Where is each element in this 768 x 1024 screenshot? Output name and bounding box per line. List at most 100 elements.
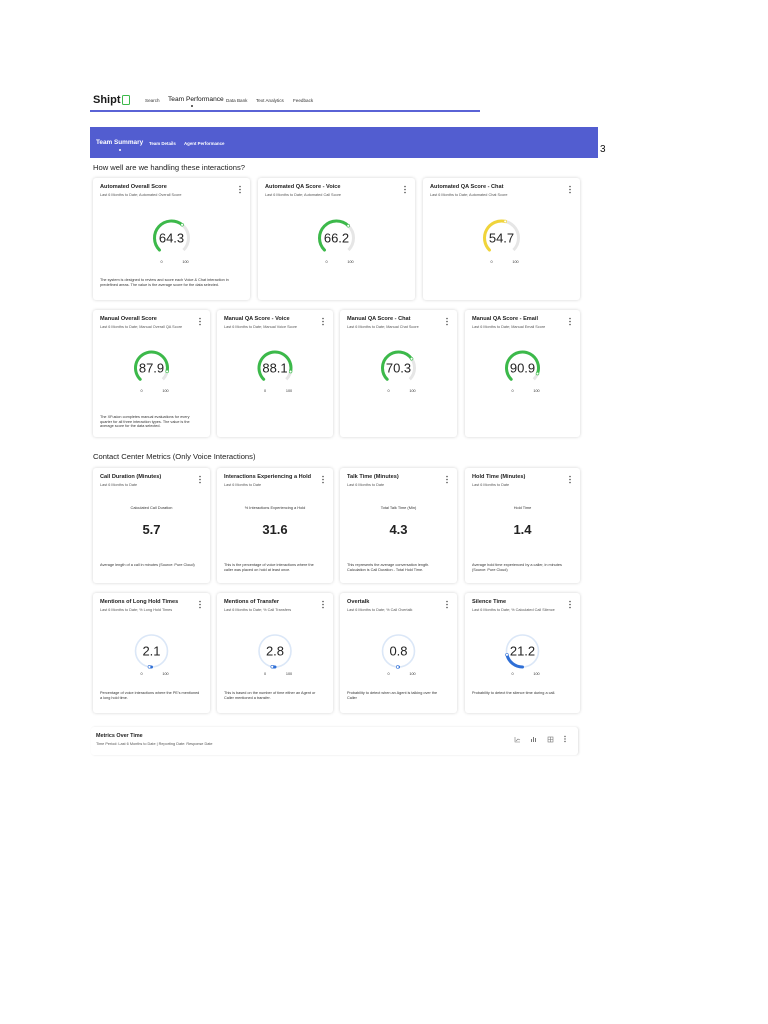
tab[interactable]: Agent Performance — [184, 141, 225, 146]
card-menu[interactable] — [568, 600, 572, 609]
card-subtitle: Last 6 Months to Date; Manual Email Scor… — [472, 325, 546, 329]
card-subtitle: Last 6 Months to Date — [347, 483, 385, 487]
card-menu[interactable] — [445, 600, 449, 609]
gauge-arc — [134, 350, 169, 381]
metric-card: Mentions of Transfer Last 6 Months to Dat… — [217, 593, 333, 713]
gauge-min: 0 — [160, 260, 162, 264]
metric-card: Manual QA Score - Voice Last 6 Months to … — [217, 310, 333, 437]
metric-card: Manual QA Score - Chat Last 6 Months to D… — [340, 310, 457, 437]
menu-dot — [199, 600, 201, 603]
gauge: 66.2 0 100 — [318, 219, 355, 264]
card-menu[interactable] — [198, 317, 202, 326]
menu-dot — [569, 185, 571, 188]
card-description: Percentage of voice interactions where t… — [100, 691, 200, 700]
gauge: 21.2 0 100 — [505, 634, 540, 676]
gauge: 0.8 0 100 — [381, 634, 416, 676]
menu-dot — [239, 191, 241, 194]
menu-dot — [199, 481, 201, 484]
card-title: Manual QA Score - Voice — [224, 316, 290, 322]
card-menu[interactable] — [198, 475, 202, 484]
card-menu[interactable] — [321, 600, 325, 609]
gauge-value: 21.2 — [510, 644, 535, 659]
table-view-icon[interactable] — [547, 736, 554, 743]
tab-active-dot — [119, 149, 121, 151]
card-title: Hold Time (Minutes) — [472, 474, 526, 480]
menu-dot — [446, 478, 448, 481]
gauge: 70.3 0 100 — [381, 350, 416, 393]
nav-link[interactable]: Text Analytics — [256, 98, 284, 103]
gauge: 90.9 0 100 — [505, 350, 540, 393]
nav-link[interactable]: Feedback — [293, 98, 314, 103]
card-menu[interactable] — [568, 185, 572, 194]
tab[interactable]: Team Summary — [96, 139, 144, 146]
menu-dot — [446, 323, 448, 326]
menu-dot — [239, 188, 241, 191]
metrics-subtitle: Time Period: Last 6 Months to Date | Rep… — [96, 742, 213, 746]
gauge-min: 0 — [140, 389, 142, 393]
gauge-max: 100 — [162, 389, 168, 393]
menu-dot — [446, 481, 448, 484]
more-icon[interactable] — [564, 735, 566, 743]
gauge-value: 2.1 — [142, 644, 160, 659]
nav-link[interactable]: Search — [145, 98, 160, 103]
gauge-value: 66.2 — [324, 231, 349, 246]
menu-dot — [199, 320, 201, 323]
menu-dot — [322, 481, 324, 484]
card-subtitle: Last 6 Months to Date; % Long Hold Times — [100, 608, 173, 612]
gauge-arc — [153, 219, 184, 252]
menu-dot — [446, 606, 448, 609]
bar-view-icon[interactable] — [531, 737, 536, 742]
gauge-end-dot — [409, 357, 414, 361]
card-menu[interactable] — [445, 317, 449, 326]
gauge-min: 0 — [511, 672, 513, 676]
gauge-min: 0 — [325, 260, 327, 264]
card-menu[interactable] — [403, 185, 407, 194]
logo[interactable]: Shipt — [93, 94, 121, 106]
menu-dot — [446, 603, 448, 606]
card-menu[interactable] — [238, 185, 242, 194]
card-subtitle: Last 6 Months to Date; Automated Overall… — [100, 193, 182, 197]
gauge-value: 2.8 — [266, 644, 284, 659]
card-value: 5.7 — [142, 522, 161, 537]
nav-underline — [90, 110, 480, 112]
menu-dot — [446, 317, 448, 320]
line-view-icon[interactable] — [514, 737, 521, 743]
menu-dot — [199, 317, 201, 320]
card-subtitle: Last 6 Months to Date; % Call Overtalk — [347, 608, 413, 612]
card-menu[interactable] — [198, 600, 202, 609]
gauge: 2.8 0 100 — [258, 634, 292, 676]
card-subtitle: Last 6 Months to Date; Manual Chat Score — [347, 325, 419, 329]
card-menu[interactable] — [445, 475, 449, 484]
card-menu[interactable] — [321, 475, 325, 484]
nav-link[interactable]: Data Bank — [226, 98, 248, 103]
card-description: Probability to detect when an Agent is t… — [347, 691, 438, 700]
card-value: 1.4 — [513, 522, 532, 537]
card-subtitle: Last 6 Months to Date — [224, 483, 262, 487]
gauge-end-dot — [346, 224, 350, 228]
gauge-min: 0 — [490, 260, 492, 264]
menu-dot — [569, 603, 571, 606]
menu-dot — [404, 185, 406, 188]
menu-dot — [569, 323, 571, 326]
card-description: Probability to detect the silence time d… — [472, 691, 556, 695]
card-menu[interactable] — [568, 317, 572, 326]
menu-dot — [446, 320, 448, 323]
menu-dot — [199, 323, 201, 326]
menu-dot — [569, 320, 571, 323]
card-subtitle: Last 6 Months to Date; Automated Call Sc… — [265, 193, 341, 197]
card-menu[interactable] — [568, 475, 572, 484]
gauge-end-dot — [395, 665, 400, 669]
gauge-end-dot — [270, 665, 274, 669]
card-menu[interactable] — [321, 317, 325, 326]
menu-dot — [322, 603, 324, 606]
gauge-max: 100 — [162, 672, 168, 676]
card-title: Automated Overall Score — [100, 184, 167, 190]
gauge-end-dot — [147, 665, 152, 669]
gauge-value: 87.9 — [139, 361, 164, 376]
nav-link[interactable]: Team Performance — [168, 96, 224, 103]
menu-dot — [322, 606, 324, 609]
card-title: Manual QA Score - Chat — [347, 316, 411, 322]
card-value: 4.3 — [389, 522, 408, 537]
card-subtitle: Last 6 Months to Date — [472, 483, 510, 487]
tab[interactable]: Team Details — [149, 141, 176, 146]
